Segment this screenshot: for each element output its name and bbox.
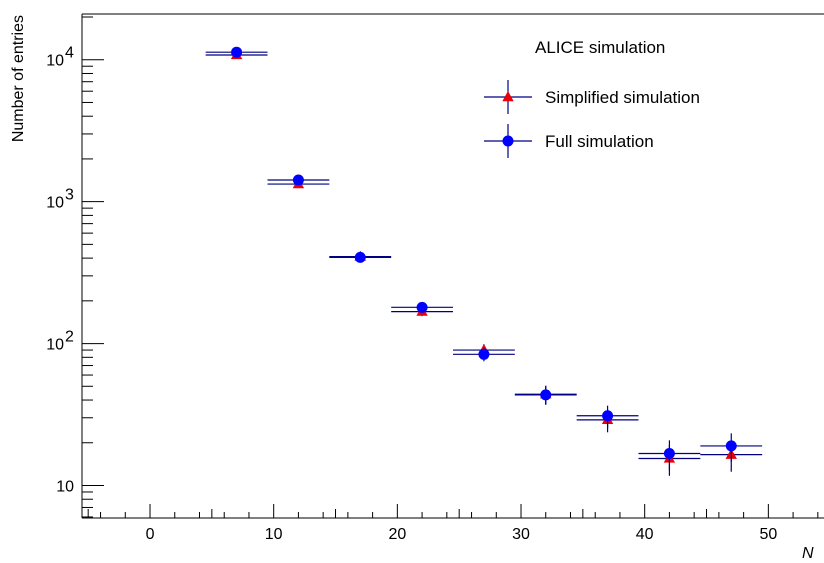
plot-frame: [81, 13, 824, 519]
legend: ALICE simulation Simplified simulation Fu…: [484, 38, 700, 158]
y-tick-label: 10 4: [46, 45, 74, 70]
y-tick-base: 10: [56, 478, 74, 495]
full-point: [514, 386, 577, 405]
full-point: [700, 433, 763, 462]
full-point: [638, 440, 701, 471]
y-tick-base: 10: [46, 53, 64, 70]
circle-marker: [478, 348, 490, 360]
x-tick-label: 40: [636, 526, 654, 543]
legend-label: Simplified simulation: [545, 88, 700, 107]
y-tick-base: 10: [46, 337, 64, 354]
y-tick-label: 10 3: [46, 187, 74, 212]
full-point: [453, 348, 515, 362]
circle-marker: [602, 410, 614, 422]
y-axis-title: Number of entries: [10, 15, 27, 142]
x-axis-title: N: [802, 545, 814, 562]
circle-marker: [663, 448, 675, 460]
legend-header: ALICE simulation: [535, 38, 665, 57]
circle-marker: [354, 251, 366, 263]
circle-marker: [416, 301, 428, 313]
axis-ticks: [82, 16, 819, 518]
y-tick-base: 10: [46, 195, 64, 212]
full-point: [205, 46, 268, 58]
y-tick-label: 10 2: [46, 329, 74, 354]
y-tick-label: 10: [56, 478, 74, 495]
legend-item: Simplified simulation: [484, 80, 700, 114]
data-points: [205, 46, 763, 476]
x-tick-label: 20: [388, 526, 406, 543]
circle-marker: [292, 174, 304, 186]
full-point: [329, 251, 392, 263]
legend-circle-marker: [502, 135, 514, 147]
circle-marker: [231, 46, 243, 58]
x-tick-label: 10: [265, 526, 283, 543]
x-tick-label: 50: [759, 526, 777, 543]
legend-label: Full simulation: [545, 132, 654, 151]
x-tick-labels: 0 10 20 30 40 50: [146, 526, 778, 543]
y-tick-exponent: 4: [65, 45, 74, 62]
circle-marker: [540, 389, 552, 401]
full-point: [267, 174, 330, 186]
y-tick-exponent: 2: [65, 329, 74, 346]
full-point: [576, 405, 639, 428]
y-tick-exponent: 3: [65, 187, 74, 204]
x-tick-label: 30: [512, 526, 530, 543]
legend-item: Full simulation: [484, 124, 654, 158]
circle-marker: [725, 440, 737, 452]
legend-triangle-marker: [502, 91, 514, 102]
full-point: [391, 301, 453, 313]
x-tick-label: 0: [146, 526, 155, 543]
